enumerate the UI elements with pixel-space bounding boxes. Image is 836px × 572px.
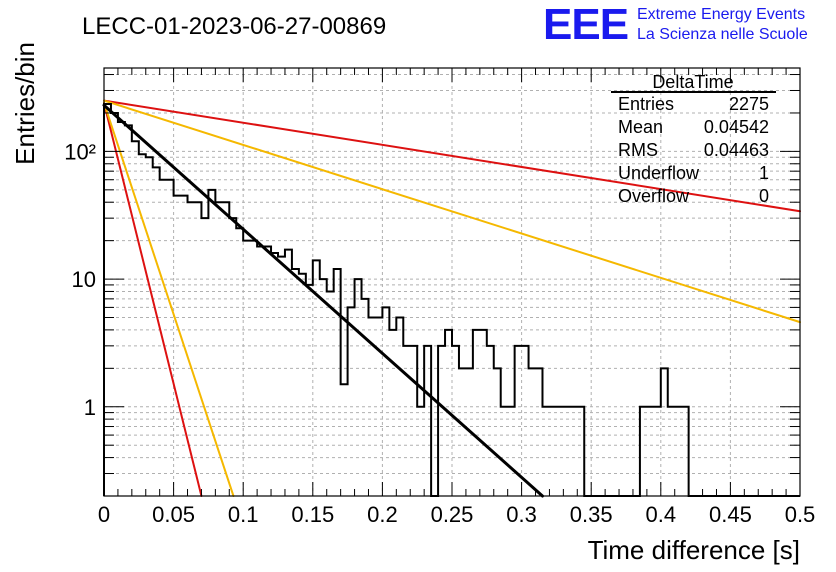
logo-line-1: Extreme Energy Events — [637, 6, 805, 23]
eee-logo: EEE — [543, 0, 628, 49]
model-curve — [103, 99, 801, 213]
stats-label-rms: RMS — [618, 140, 658, 160]
x-tick-label: 0.45 — [709, 502, 752, 527]
y-tick-label: 1 — [84, 395, 96, 420]
y-tick-label: 10 — [72, 267, 96, 292]
stats-box: DeltaTime Entries 2275 Mean 0.04542 RMS … — [611, 72, 776, 206]
model-curves — [103, 99, 801, 497]
chart-title: LECC-01-2023-06-27-00869 — [82, 13, 386, 40]
stats-value-rms: 0.04463 — [704, 140, 769, 160]
x-tick-label: 0.5 — [785, 502, 816, 527]
histogram — [103, 103, 800, 497]
x-tick-label: 0.1 — [228, 502, 259, 527]
x-tick-label: 0.4 — [646, 502, 677, 527]
x-tick-label: 0.2 — [367, 502, 398, 527]
model-curve — [103, 101, 235, 497]
histogram-outline — [103, 103, 800, 497]
stats-value-overflow: 0 — [759, 186, 769, 206]
x-tick-label: 0.05 — [152, 502, 195, 527]
model-curve — [103, 101, 203, 497]
stats-label-overflow: Overflow — [618, 186, 690, 206]
model-curve — [103, 99, 801, 324]
x-tick-label: 0.15 — [291, 502, 334, 527]
stats-label-mean: Mean — [618, 117, 663, 137]
x-tick-label: 0.3 — [506, 502, 537, 527]
x-axis-title: Time difference [s] — [588, 535, 800, 565]
y-tick-label: 10² — [64, 139, 96, 164]
x-tick-label: 0.35 — [570, 502, 613, 527]
stats-label-underflow: Underflow — [618, 163, 700, 183]
fit-line-group — [102, 103, 544, 498]
stats-title: DeltaTime — [652, 72, 733, 92]
fit-line — [102, 103, 544, 498]
stats-label-entries: Entries — [618, 94, 674, 114]
tick-labels: 0 0.05 0.1 0.15 0.2 0.25 0.3 0.35 0.4 0.45 0.51101… — [64, 139, 815, 527]
stats-value-entries: 2275 — [729, 94, 769, 114]
stats-value-mean: 0.04542 — [704, 117, 769, 137]
x-tick-label: 0 — [98, 502, 110, 527]
x-tick-label: 0.25 — [431, 502, 474, 527]
logo-line-2: La Scienza nelle Scuole — [637, 26, 808, 43]
axis-ticks — [103, 68, 801, 497]
y-axis-title: Entries/bin — [10, 42, 40, 165]
stats-value-underflow: 1 — [759, 163, 769, 183]
